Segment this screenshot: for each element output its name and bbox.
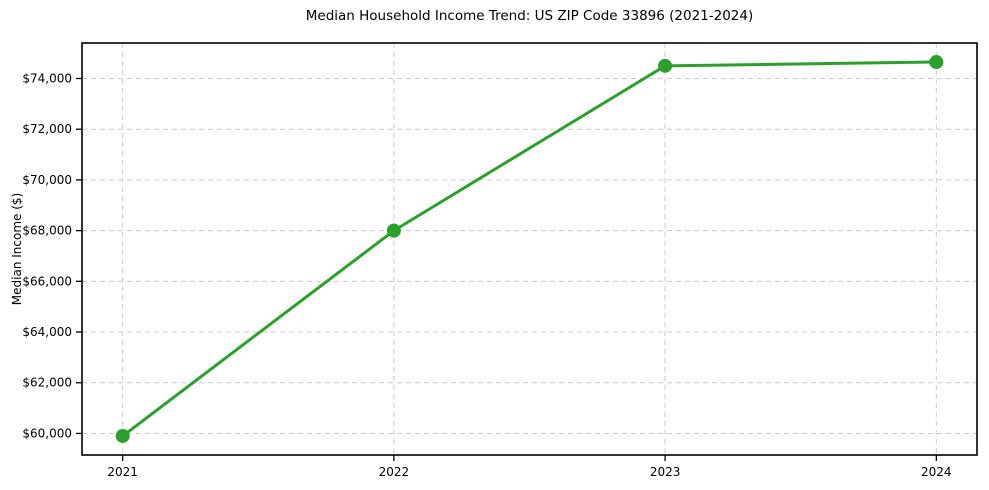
y-tick-label: $70,000 <box>22 173 72 187</box>
data-point <box>658 58 673 73</box>
data-point <box>386 223 401 238</box>
plot-border <box>81 42 978 456</box>
y-tick-label: $62,000 <box>22 376 72 390</box>
y-tick-label: $68,000 <box>22 224 72 238</box>
y-tick-label: $72,000 <box>22 122 72 136</box>
y-tick-label: $64,000 <box>22 325 72 339</box>
x-tick-label: 2024 <box>921 465 952 479</box>
data-point <box>115 428 130 443</box>
x-tick-label: 2022 <box>379 465 410 479</box>
x-tick-label: 2021 <box>107 465 138 479</box>
y-tick-label: $60,000 <box>22 426 72 440</box>
y-tick-label: $74,000 <box>22 71 72 85</box>
x-tick-label: 2023 <box>650 465 681 479</box>
y-axis-label: Median Income ($) <box>10 192 24 306</box>
y-tick-label: $66,000 <box>22 274 72 288</box>
trend-line <box>121 60 938 438</box>
chart-title: Median Household Income Trend: US ZIP Co… <box>305 8 754 24</box>
data-point <box>929 55 944 70</box>
